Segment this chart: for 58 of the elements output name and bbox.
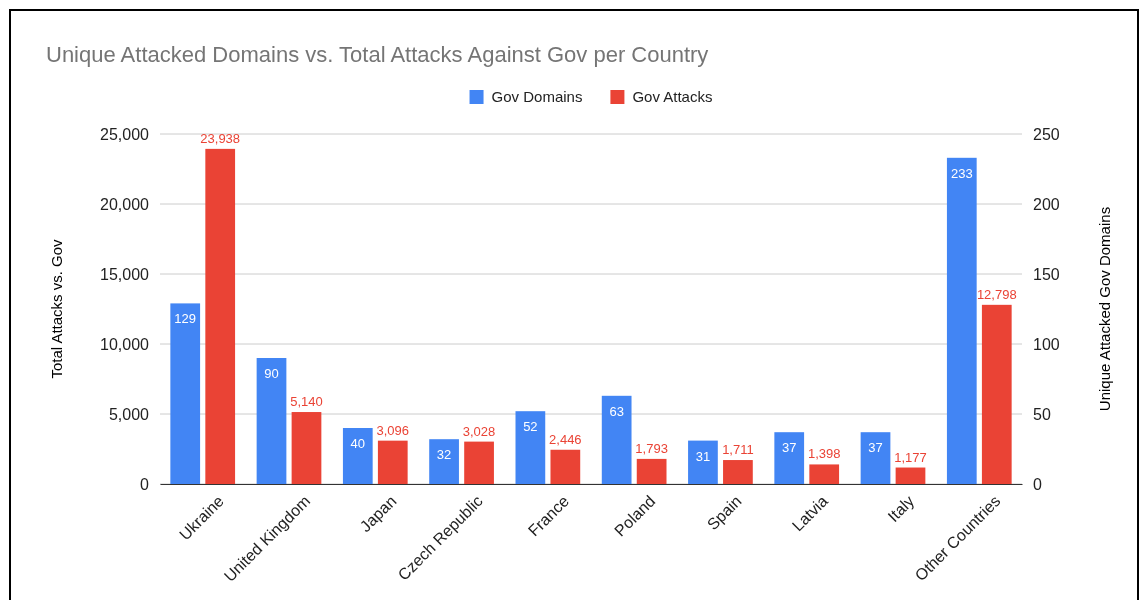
data-label: 1,711: [722, 442, 754, 458]
y2-axis-title: Unique Attacked Gov Domains: [1096, 206, 1113, 412]
bar: [636, 458, 667, 484]
data-label: 63: [609, 403, 624, 419]
data-label: 32: [436, 447, 452, 463]
data-label: 3,028: [462, 423, 496, 439]
bar: [688, 440, 718, 484]
data-label: 1,398: [807, 446, 841, 462]
y-tick-label: 0: [140, 475, 150, 493]
bar: [291, 412, 322, 484]
bar: [809, 464, 840, 484]
y2-tick-label: 50: [1033, 405, 1051, 423]
bar: [170, 303, 201, 484]
y2-tick-label: 200: [1033, 195, 1060, 213]
bar: [205, 148, 236, 484]
bar: [256, 358, 287, 484]
bar: [946, 157, 977, 484]
y-tick-label: 10,000: [100, 335, 150, 353]
bar: [895, 467, 926, 484]
data-label: 129: [174, 311, 197, 327]
bar: [429, 439, 459, 484]
data-label: 90: [264, 366, 279, 381]
bar: [464, 441, 494, 484]
bar: [723, 460, 753, 484]
legend-label: Gov Attacks: [632, 88, 713, 105]
data-label: 23,938: [200, 130, 241, 146]
x-tick-label: Italy: [884, 492, 918, 526]
data-label: 5,140: [290, 394, 323, 410]
bar: [981, 304, 1012, 484]
y2-tick-label: 250: [1033, 125, 1060, 143]
y-tick-label: 25,000: [100, 125, 150, 143]
bar: [860, 432, 891, 484]
bar: [515, 411, 546, 484]
y-tick-label: 20,000: [100, 195, 150, 213]
y2-tick-label: 0: [1033, 475, 1042, 493]
chart-title: Unique Attacked Domains vs. Total Attacks Against Gov per Country: [46, 42, 709, 67]
bar: [550, 449, 581, 484]
data-label: 37: [868, 440, 883, 456]
data-label: 37: [781, 440, 797, 456]
data-label: 2,446: [549, 431, 582, 447]
bar: [774, 432, 805, 484]
data-label: 233: [950, 165, 973, 181]
data-label: 1,177: [894, 449, 927, 465]
data-label: 52: [523, 419, 538, 435]
y2-tick-label: 100: [1033, 335, 1060, 353]
y2-tick-label: 150: [1033, 265, 1060, 283]
legend-label: Gov Domains: [491, 88, 583, 105]
data-label: 12,798: [976, 286, 1017, 302]
y-tick-label: 5,000: [108, 405, 150, 423]
bar: [601, 395, 632, 484]
y-tick-label: 15,000: [100, 265, 150, 283]
bar: [342, 428, 373, 484]
data-label: 3,096: [376, 422, 410, 438]
data-label: 40: [350, 436, 366, 451]
data-label: 1,793: [635, 440, 668, 456]
data-label: 31: [695, 448, 711, 464]
y-axis-title: Total Attacks vs. Gov: [48, 238, 65, 379]
bar: [377, 440, 408, 484]
